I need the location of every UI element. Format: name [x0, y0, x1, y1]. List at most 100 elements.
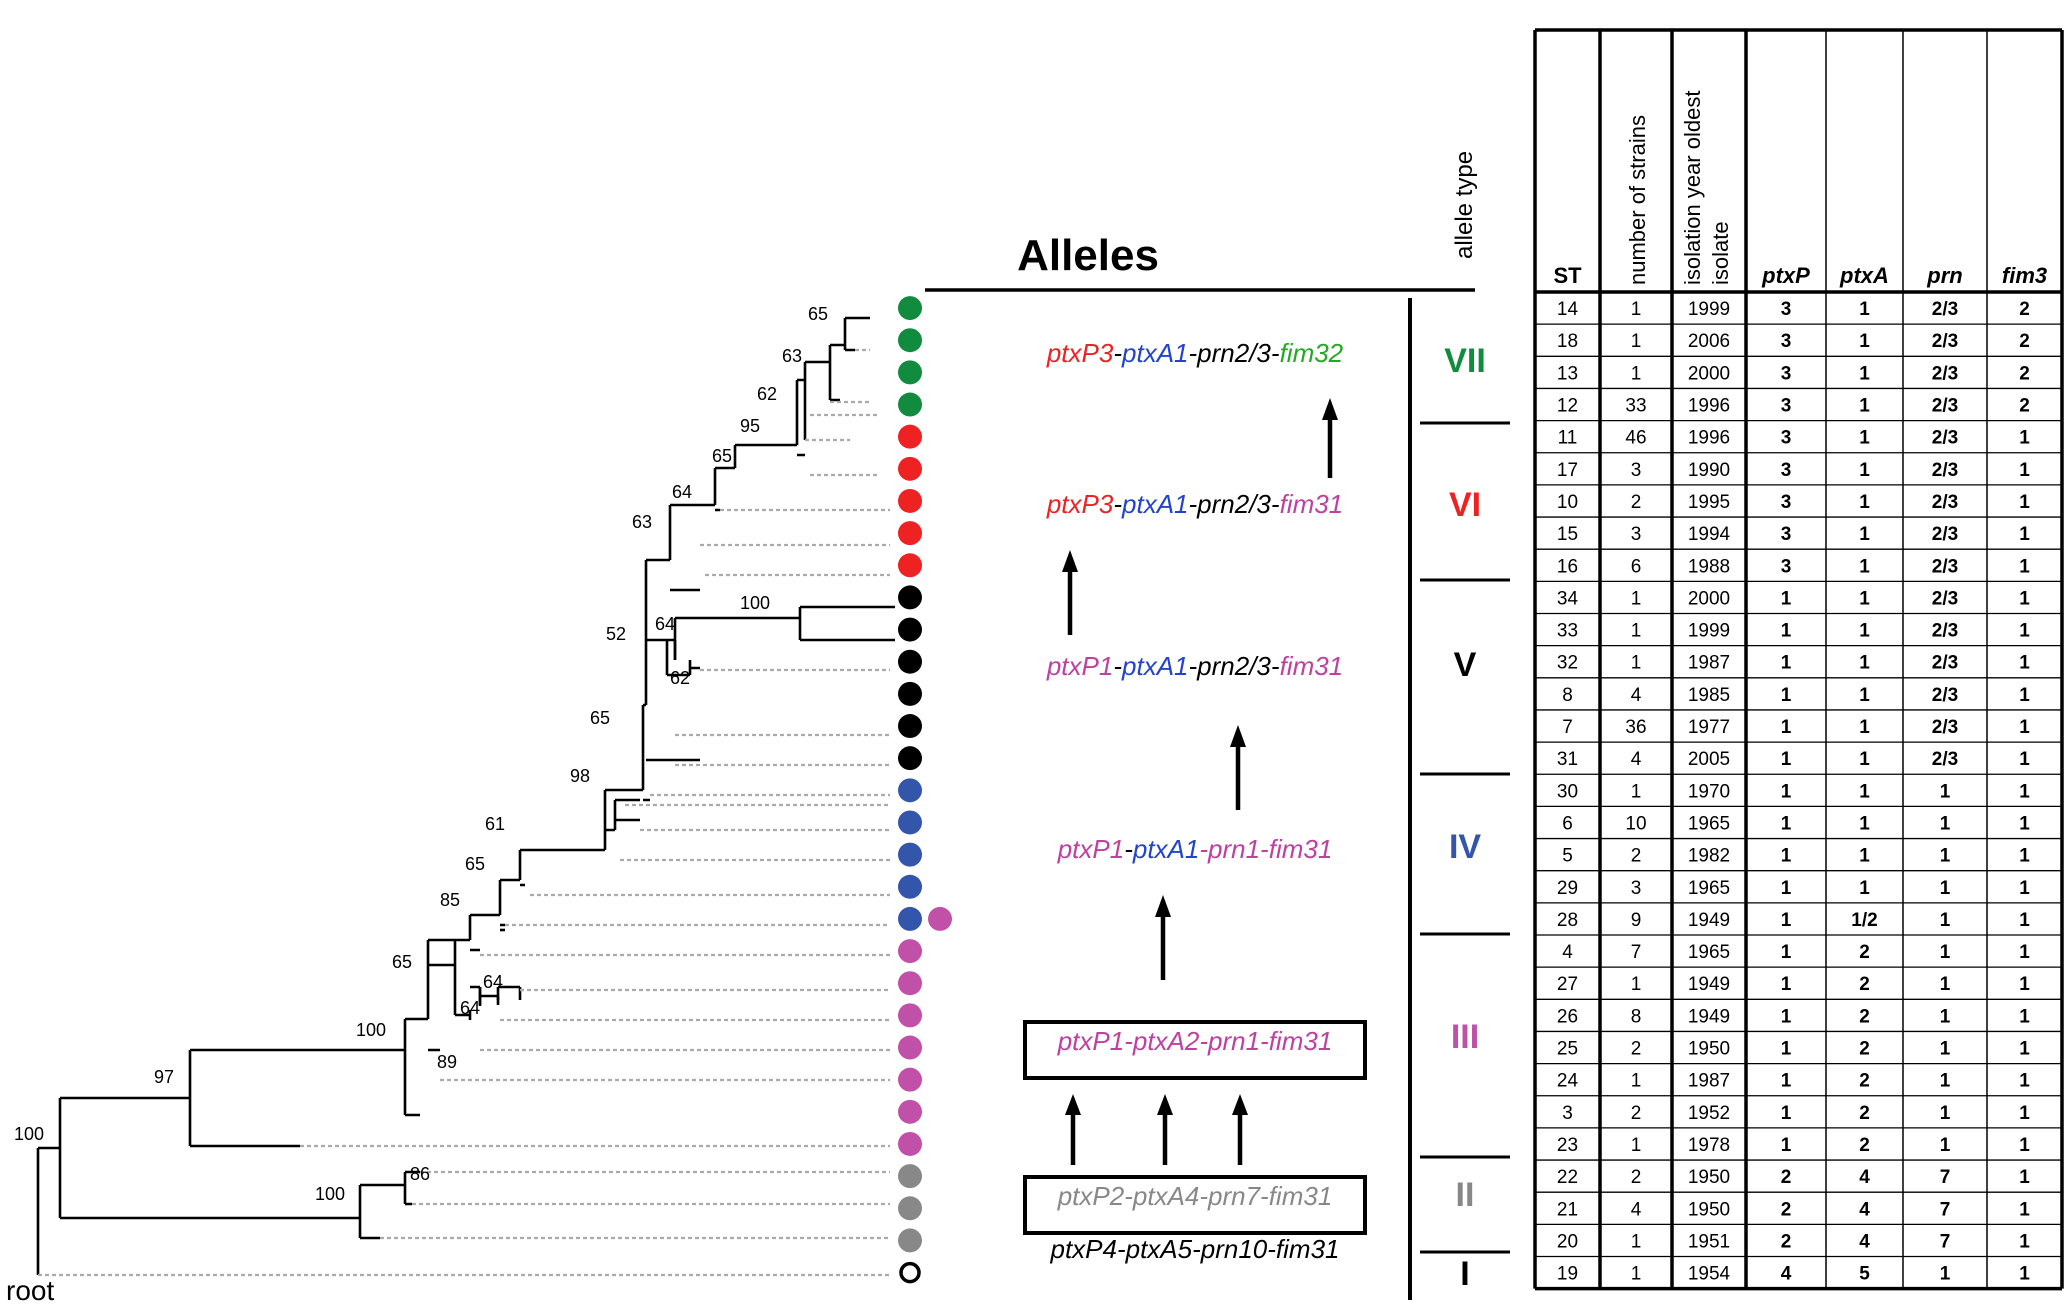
table-cell: 1 — [2019, 813, 2030, 834]
table-cell: 3 — [1781, 524, 1792, 545]
bootstrap-label: 52 — [606, 624, 626, 644]
table-cell: 1 — [1781, 717, 1792, 738]
table-cell: 1995 — [1688, 492, 1730, 513]
bootstrap-label: 100 — [740, 593, 770, 613]
table-cell: 9 — [1631, 910, 1642, 931]
table-cell: 4 — [1631, 685, 1642, 706]
table-cell: 1 — [1781, 588, 1792, 609]
table-cell: 10 — [1557, 492, 1578, 513]
table-cell: 2 — [1859, 942, 1870, 963]
table-cell: 1 — [1631, 1071, 1642, 1092]
table-cell: 36 — [1625, 717, 1646, 738]
allele-type-header: allele type — [1451, 151, 1478, 259]
table-cell: 1 — [1781, 749, 1792, 770]
leaf-dot — [898, 1131, 922, 1156]
leaf-dot — [898, 488, 922, 513]
table-cell: 2 — [2019, 299, 2030, 320]
table-cell: 1951 — [1688, 1231, 1730, 1252]
table-cell: 19 — [1557, 1264, 1578, 1285]
bootstrap-label: 64 — [483, 972, 503, 992]
table-cell: 1 — [1781, 1135, 1792, 1156]
allele-type-VII: VII — [1444, 342, 1486, 380]
table-cell: 1 — [2019, 685, 2030, 706]
header-fim3: fim3 — [2002, 263, 2047, 288]
table-cell: 1 — [1940, 878, 1951, 899]
table-cell: 14 — [1557, 299, 1579, 320]
table-cell: 1978 — [1688, 1135, 1730, 1156]
table-cell: 23 — [1557, 1135, 1578, 1156]
table-cell: 1 — [2019, 910, 2030, 931]
table-cell: 1 — [1781, 1039, 1792, 1060]
table-cell: 2/3 — [1932, 363, 1958, 384]
table-cell: 1949 — [1688, 910, 1730, 931]
table-cell: 3 — [1781, 556, 1792, 577]
table-cell: 1 — [1859, 396, 1870, 417]
profile-box-II — [1023, 1175, 1367, 1235]
arrow-VI-to-VII — [1322, 398, 1338, 478]
table-cell: 3 — [1781, 331, 1792, 352]
leaf-dot — [898, 296, 922, 321]
table-cell: 1950 — [1688, 1039, 1730, 1060]
table-cell: 24 — [1557, 1071, 1579, 1092]
bootstrap-label: 64 — [672, 482, 692, 502]
table-cell: 20 — [1557, 1231, 1578, 1252]
table-cell: 1 — [1631, 331, 1642, 352]
table-cell: 1 — [2019, 1199, 2030, 1220]
leaf-dot — [898, 1164, 922, 1189]
table-cell: 1 — [2019, 846, 2030, 867]
leaf-dot — [898, 585, 922, 610]
allele-type-IV: IV — [1449, 828, 1481, 866]
bootstrap-label: 63 — [632, 512, 652, 532]
table-cell: 1 — [1940, 910, 1951, 931]
table-cell: 1988 — [1688, 556, 1730, 577]
table-cell: 1 — [1859, 813, 1870, 834]
table-cell: 25 — [1557, 1039, 1578, 1060]
leaf-dot — [898, 874, 922, 899]
table-cell: 1 — [1859, 749, 1870, 770]
table-cell: 7 — [1940, 1167, 1951, 1188]
table-cell: 1 — [2019, 974, 2030, 995]
leaf-dot — [898, 1067, 922, 1092]
allele-profile: ptxP2-ptxA4-prn7-fim31 — [1057, 1181, 1333, 1211]
leaf-dot — [898, 360, 922, 385]
header-isolation-year: isolation year oldest isolate — [1680, 91, 1733, 285]
bootstrap-label: 62 — [670, 668, 690, 688]
table-cell: 15 — [1557, 524, 1578, 545]
leaf-dot — [898, 456, 922, 481]
bootstrap-label: 95 — [740, 416, 760, 436]
table-cell: 2/3 — [1932, 396, 1958, 417]
leaf-dot — [898, 521, 922, 546]
leaf-dot — [898, 842, 922, 867]
table-cell: 1970 — [1688, 781, 1730, 802]
table-cell: 1 — [2019, 1006, 2030, 1027]
table-cell: 3 — [1781, 428, 1792, 449]
table-cell: 3 — [1781, 492, 1792, 513]
table-cell: 1 — [1631, 588, 1642, 609]
allele-type-II: II — [1456, 1176, 1475, 1214]
table-cell: 2 — [1859, 974, 1870, 995]
table-cell: 46 — [1625, 428, 1646, 449]
bootstrap-label: 65 — [392, 952, 412, 972]
table-cell: 1 — [2019, 942, 2030, 963]
table-cell: 4 — [1859, 1167, 1870, 1188]
table-cell: 1 — [1781, 846, 1792, 867]
table-cell: 13 — [1557, 363, 1578, 384]
leaf-dot — [898, 778, 922, 803]
table-cell: 1 — [1940, 974, 1951, 995]
table-cell: 2/3 — [1932, 717, 1958, 738]
table-cell: 1965 — [1688, 813, 1730, 834]
leaf-dot — [898, 1196, 922, 1221]
st-table: ST number of strains isolation year oldest… — [1533, 28, 2064, 1291]
table-cell: 7 — [1940, 1231, 1951, 1252]
table-cell: 1 — [1631, 299, 1642, 320]
table-headers: ST number of strains isolation year oldest… — [1553, 91, 2047, 288]
bootstrap-label: 100 — [14, 1124, 44, 1144]
table-cell: 1977 — [1688, 717, 1730, 738]
table-cell: 2 — [1631, 1039, 1642, 1060]
table-cell: 1 — [1781, 974, 1792, 995]
leaf-dot — [898, 392, 922, 417]
table-cell: 1 — [1940, 1039, 1951, 1060]
table-cell: 2000 — [1688, 588, 1730, 609]
table-cell: 1996 — [1688, 428, 1730, 449]
table-cell: 1 — [2019, 524, 2030, 545]
